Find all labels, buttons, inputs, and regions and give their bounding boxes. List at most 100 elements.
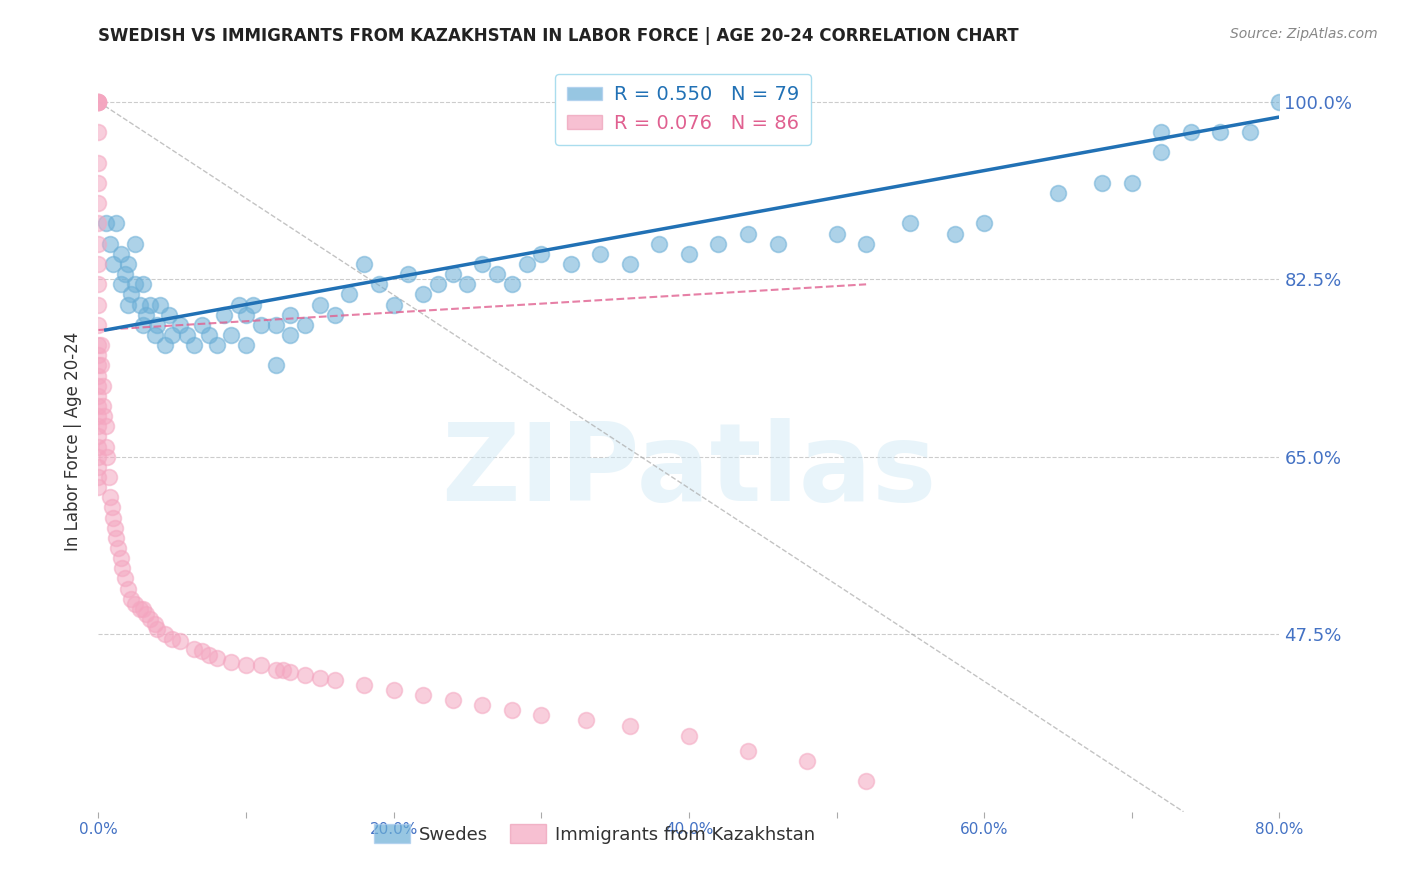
Point <box>264 359 287 373</box>
Point <box>943 227 966 241</box>
Point <box>110 247 132 261</box>
Point <box>766 236 789 251</box>
Point <box>1268 95 1291 109</box>
Point <box>87 236 110 251</box>
Point <box>87 389 110 403</box>
Point <box>221 655 243 669</box>
Legend: Swedes, Immigrants from Kazakhstan: Swedes, Immigrants from Kazakhstan <box>367 817 823 851</box>
Point <box>212 308 235 322</box>
Point <box>93 409 115 424</box>
Point <box>111 561 134 575</box>
Point <box>900 217 922 231</box>
Point <box>235 657 257 672</box>
Point <box>191 644 214 658</box>
Point <box>114 267 136 281</box>
Point <box>97 470 120 484</box>
Point <box>169 318 191 332</box>
Point <box>87 470 110 484</box>
Point <box>280 308 302 322</box>
Point <box>619 257 641 271</box>
Point <box>103 257 125 271</box>
Point <box>87 298 110 312</box>
Point <box>87 95 110 109</box>
Point <box>90 338 112 352</box>
Point <box>143 328 166 343</box>
Point <box>94 419 117 434</box>
Point <box>146 622 169 636</box>
Point <box>87 348 110 362</box>
Point <box>1046 186 1070 200</box>
Point <box>169 634 191 648</box>
Point <box>120 287 142 301</box>
Point <box>353 257 375 271</box>
Point <box>825 227 848 241</box>
Point <box>103 510 125 524</box>
Point <box>117 582 139 596</box>
Point <box>221 328 243 343</box>
Point <box>205 338 228 352</box>
Point <box>124 277 146 292</box>
Point <box>157 308 180 322</box>
Point <box>110 277 132 292</box>
Point <box>1209 125 1232 139</box>
Point <box>87 338 110 352</box>
Text: SWEDISH VS IMMIGRANTS FROM KAZAKHSTAN IN LABOR FORCE | AGE 20-24 CORRELATION CHA: SWEDISH VS IMMIGRANTS FROM KAZAKHSTAN IN… <box>98 27 1019 45</box>
Point <box>264 663 287 677</box>
Point <box>94 217 117 231</box>
Point <box>94 440 117 454</box>
Point <box>441 693 464 707</box>
Point <box>737 744 759 758</box>
Point <box>87 217 110 231</box>
Point <box>398 267 420 281</box>
Point <box>280 328 302 343</box>
Point <box>87 480 110 494</box>
Point <box>105 531 128 545</box>
Point <box>198 328 221 343</box>
Point <box>87 399 110 413</box>
Point <box>87 95 110 109</box>
Point <box>124 236 146 251</box>
Point <box>87 125 110 139</box>
Point <box>471 698 494 713</box>
Point <box>128 298 150 312</box>
Point <box>110 551 132 566</box>
Point <box>242 298 264 312</box>
Point <box>855 236 877 251</box>
Point <box>132 277 155 292</box>
Point <box>87 318 110 332</box>
Point <box>198 648 221 662</box>
Point <box>135 308 157 322</box>
Point <box>143 617 166 632</box>
Point <box>280 665 302 679</box>
Point <box>96 450 118 464</box>
Text: Source: ZipAtlas.com: Source: ZipAtlas.com <box>1230 27 1378 41</box>
Point <box>87 196 110 211</box>
Point <box>183 642 205 657</box>
Point <box>114 571 136 585</box>
Point <box>1180 125 1202 139</box>
Point <box>382 683 405 698</box>
Point <box>250 318 273 332</box>
Point <box>1121 176 1143 190</box>
Point <box>1150 125 1173 139</box>
Point <box>294 668 316 682</box>
Point <box>87 257 110 271</box>
Point <box>98 491 121 505</box>
Point <box>87 359 110 373</box>
Point <box>323 308 346 322</box>
Point <box>87 378 110 392</box>
Point <box>678 729 700 743</box>
Point <box>1091 176 1114 190</box>
Point <box>707 236 730 251</box>
Point <box>90 359 112 373</box>
Point <box>855 774 877 789</box>
Point <box>117 257 139 271</box>
Point <box>117 298 139 312</box>
Point <box>191 318 214 332</box>
Point <box>162 632 183 647</box>
Point <box>353 678 375 692</box>
Point <box>87 95 110 109</box>
Point <box>153 338 176 352</box>
Point <box>309 671 332 685</box>
Point <box>339 287 361 301</box>
